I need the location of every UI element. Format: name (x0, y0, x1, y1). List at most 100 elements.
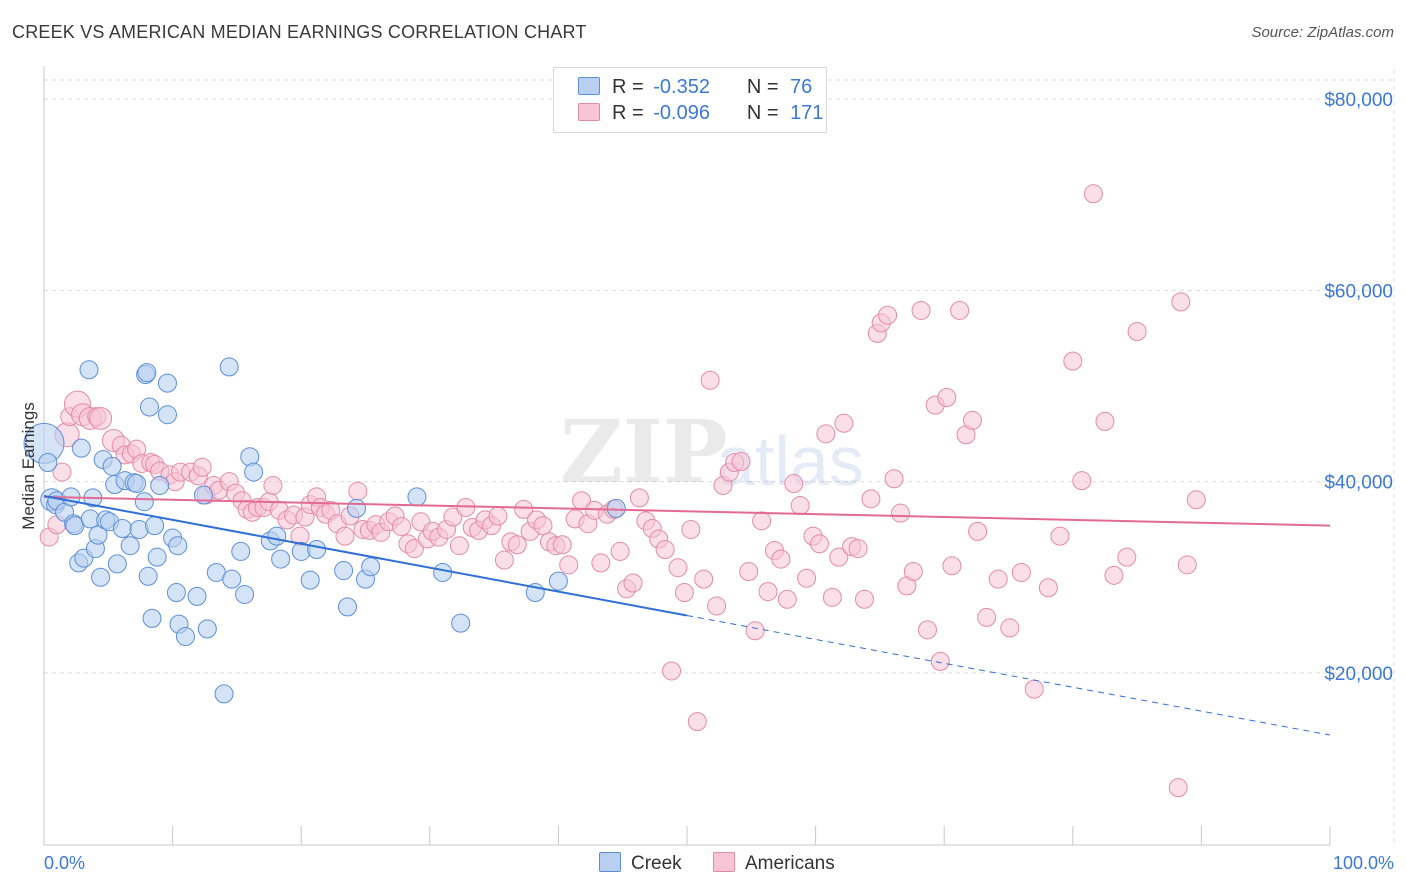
americans-point (977, 607, 997, 627)
americans-point (890, 503, 910, 523)
americans-point (771, 549, 791, 569)
creek-point (168, 536, 188, 556)
y-tick-label: $80,000 (1324, 90, 1393, 111)
creek-point (307, 540, 327, 560)
creek-point (157, 373, 177, 393)
americans-point (533, 516, 553, 536)
americans-point (681, 519, 701, 539)
americans-point (834, 413, 854, 433)
creek-point (120, 536, 140, 556)
americans-point (655, 540, 675, 560)
bottom-legend-label-creek: Creek (631, 853, 682, 874)
americans-point (1038, 578, 1058, 598)
americans-point (1117, 547, 1137, 567)
americans-point (687, 712, 707, 732)
y-tick-labels: $20,000 $40,000 $60,000 $80,000 (1324, 90, 1393, 685)
creek-point (197, 619, 217, 639)
x-tick-label-right: 100.0% (1333, 853, 1394, 873)
creek-point (244, 462, 264, 482)
americans-point (668, 558, 688, 578)
americans-point (968, 521, 988, 541)
creek-point (606, 498, 626, 518)
creek-point (214, 684, 234, 704)
americans-point (777, 589, 797, 609)
americans-point (745, 621, 765, 641)
bottom-legend-creek: Creek (599, 852, 682, 875)
americans-point (758, 582, 778, 602)
americans-point (950, 300, 970, 320)
americans-point (917, 620, 937, 640)
americans-point (494, 550, 514, 570)
creek-point (102, 456, 122, 476)
americans-point (797, 568, 817, 588)
americans-point (937, 387, 957, 407)
bottom-legend-swatch-creek (599, 852, 621, 872)
creek-point (300, 570, 320, 590)
legend-creek-r-label: R = (612, 76, 644, 98)
creek-point (71, 438, 91, 458)
creek-point (433, 562, 453, 582)
creek-point (235, 584, 255, 604)
americans-points (39, 184, 1206, 798)
trend-lines (43, 494, 1331, 736)
americans-point (930, 651, 950, 671)
americans-point (822, 587, 842, 607)
americans-point (89, 407, 113, 431)
legend-row-creek: R = -0.352 N = 76 (578, 76, 812, 100)
creek-point (187, 586, 207, 606)
americans-point (623, 573, 643, 593)
americans-point (1000, 618, 1020, 638)
americans-point (829, 547, 849, 567)
creek-point (222, 569, 242, 589)
creek-point (91, 567, 111, 587)
correlation-legend: R = -0.352 N = 76 R = -0.096 N = 171 (553, 67, 827, 133)
y-tick-label: $40,000 (1324, 473, 1393, 494)
americans-point (816, 424, 836, 444)
americans-point (884, 469, 904, 489)
bottom-legend-label-americans: Americans (745, 853, 835, 874)
creek-point (138, 566, 158, 586)
americans-point (1095, 411, 1115, 431)
creek-point (38, 453, 58, 472)
legend-americans-r-value: -0.096 (653, 102, 710, 124)
americans-point (488, 506, 508, 526)
creek-trend-line (43, 494, 688, 617)
creek-point (142, 608, 162, 628)
americans-point (707, 596, 727, 616)
americans-point (809, 534, 829, 554)
legend-row-americans: R = -0.096 N = 171 (578, 102, 823, 126)
americans-point (507, 535, 527, 555)
legend-americans-n-label: N = (746, 102, 779, 124)
americans-point (903, 562, 923, 582)
bottom-legend-swatch-americans (713, 852, 735, 872)
americans-point (449, 536, 469, 556)
creek-point (337, 597, 357, 617)
legend-swatch-americans (578, 103, 600, 121)
americans-point (1104, 565, 1124, 585)
creek-point (219, 357, 239, 377)
creek-point (134, 492, 154, 512)
x-tick-label-left: 0.0% (44, 853, 85, 873)
americans-point (443, 507, 463, 527)
americans-point (263, 475, 283, 495)
americans-point (1168, 778, 1188, 798)
americans-point (1072, 471, 1092, 491)
americans-point (848, 539, 868, 559)
creek-point (334, 561, 354, 581)
americans-point (1171, 292, 1191, 312)
americans-point (610, 541, 630, 561)
creek-point (107, 554, 127, 574)
americans-point (1083, 184, 1103, 204)
americans-point (192, 457, 212, 477)
creek-point (548, 571, 568, 591)
americans-point (1050, 526, 1070, 546)
americans-point (731, 452, 751, 472)
creek-point (79, 360, 99, 380)
americans-point (392, 517, 412, 537)
creek-point (346, 498, 366, 518)
americans-point (861, 489, 881, 509)
creek-point (112, 518, 132, 538)
americans-point (552, 535, 572, 555)
creek-point (451, 613, 471, 633)
americans-point (674, 583, 694, 603)
